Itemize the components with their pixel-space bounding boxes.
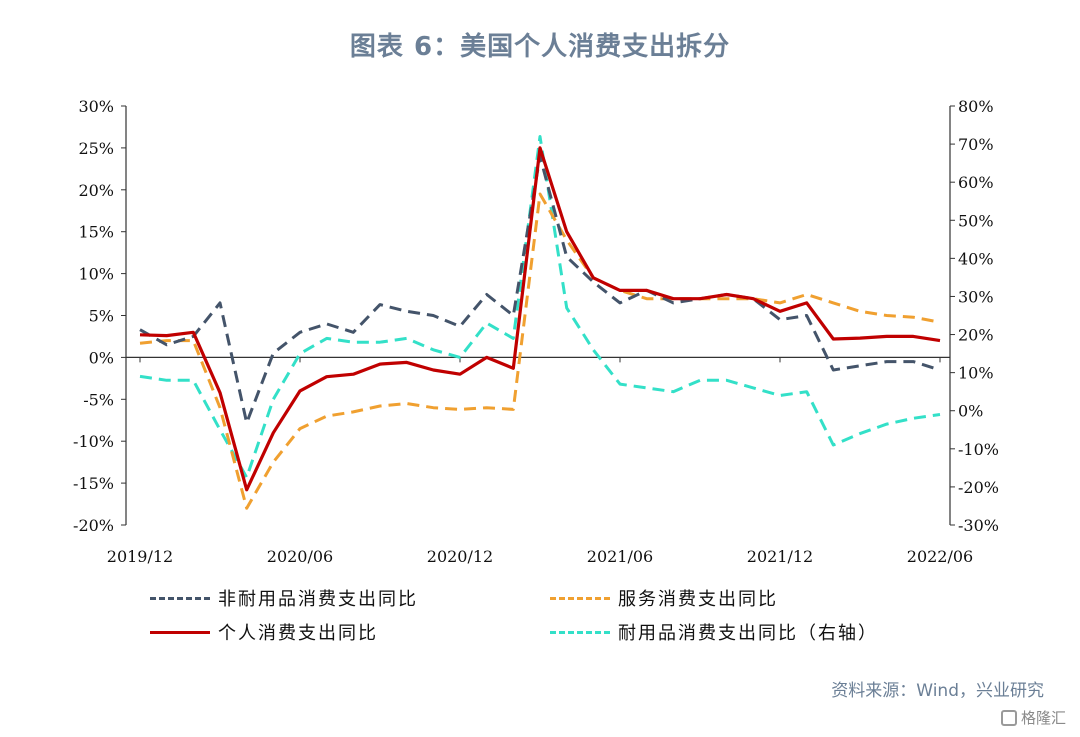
left-tick-label: 30% bbox=[78, 97, 114, 116]
left-tick-label: -15% bbox=[73, 474, 114, 493]
chart-title: 图表 6：美国个人消费支出拆分 bbox=[349, 32, 731, 62]
watermark-logo-icon bbox=[1000, 709, 1017, 726]
right-tick-label: 0% bbox=[958, 402, 983, 421]
left-tick-label: 10% bbox=[78, 265, 114, 284]
x-tick-label: 2019/12 bbox=[107, 547, 173, 566]
tick-layer: 30% 25% 20% 15% 10% 5% 0% -5% -10% -15% -20% 80% 70%… bbox=[73, 97, 999, 566]
left-tick-label: 15% bbox=[78, 223, 114, 242]
legend-item-0: 非耐用品消费支出同比 bbox=[150, 585, 418, 611]
right-tick-label: -20% bbox=[958, 478, 999, 497]
right-tick-label: 80% bbox=[958, 97, 994, 116]
right-tick-label: 20% bbox=[958, 326, 994, 345]
legend-swatch bbox=[550, 596, 610, 600]
left-tick-label: 20% bbox=[78, 181, 114, 200]
legend-item-2: 个人消费支出同比 bbox=[150, 619, 378, 645]
legend: 非耐用品消费支出同比 服务消费支出同比个人消费支出同比 耐用品消费支出同比（右轴） bbox=[150, 585, 950, 645]
legend-item-1: 服务消费支出同比 bbox=[550, 585, 778, 611]
legend-swatch bbox=[550, 630, 610, 634]
right-tick-label: 40% bbox=[958, 249, 994, 268]
legend-label: 耐用品消费支出同比（右轴） bbox=[618, 623, 878, 644]
right-tick-label: 30% bbox=[958, 287, 994, 306]
right-tick-label: 70% bbox=[958, 135, 994, 154]
x-tick-label: 2020/12 bbox=[427, 547, 493, 566]
legend-swatch bbox=[150, 630, 210, 634]
right-tick-label: 10% bbox=[958, 364, 994, 383]
x-tick-label: 2022/06 bbox=[907, 547, 973, 566]
chart-plot: 30% 25% 20% 15% 10% 5% 0% -5% -10% -15% -20% 80% 70%… bbox=[73, 97, 999, 566]
x-tick-label: 2021/12 bbox=[747, 547, 813, 566]
watermark: 格隆汇 bbox=[1000, 707, 1066, 728]
left-tick-label: -10% bbox=[73, 432, 114, 451]
source-note: 资料来源：Wind，兴业研究 bbox=[831, 681, 1044, 701]
legend-label: 非耐用品消费支出同比 bbox=[218, 589, 418, 610]
watermark-text: 格隆汇 bbox=[1020, 709, 1066, 727]
legend-label: 个人消费支出同比 bbox=[218, 623, 378, 644]
right-tick-label: -30% bbox=[958, 516, 999, 535]
x-tick-label: 2021/06 bbox=[587, 547, 653, 566]
left-tick-label: 0% bbox=[89, 348, 114, 367]
right-tick-label: 50% bbox=[958, 211, 994, 230]
left-tick-label: 5% bbox=[89, 307, 114, 326]
series-line-3 bbox=[139, 135, 941, 479]
right-tick-label: 60% bbox=[958, 173, 994, 192]
legend-label: 服务消费支出同比 bbox=[618, 589, 778, 610]
left-tick-label: -5% bbox=[83, 390, 114, 409]
axes-layer bbox=[121, 105, 955, 526]
series-line-1 bbox=[139, 192, 941, 510]
left-tick-label: -20% bbox=[73, 516, 114, 535]
legend-swatch bbox=[150, 596, 210, 600]
series-line-2 bbox=[139, 146, 941, 492]
series-layer bbox=[139, 135, 941, 510]
left-tick-label: 25% bbox=[78, 139, 114, 158]
x-tick-label: 2020/06 bbox=[267, 547, 333, 566]
right-tick-label: -10% bbox=[958, 440, 999, 459]
legend-item-3: 耐用品消费支出同比（右轴） bbox=[550, 619, 878, 645]
